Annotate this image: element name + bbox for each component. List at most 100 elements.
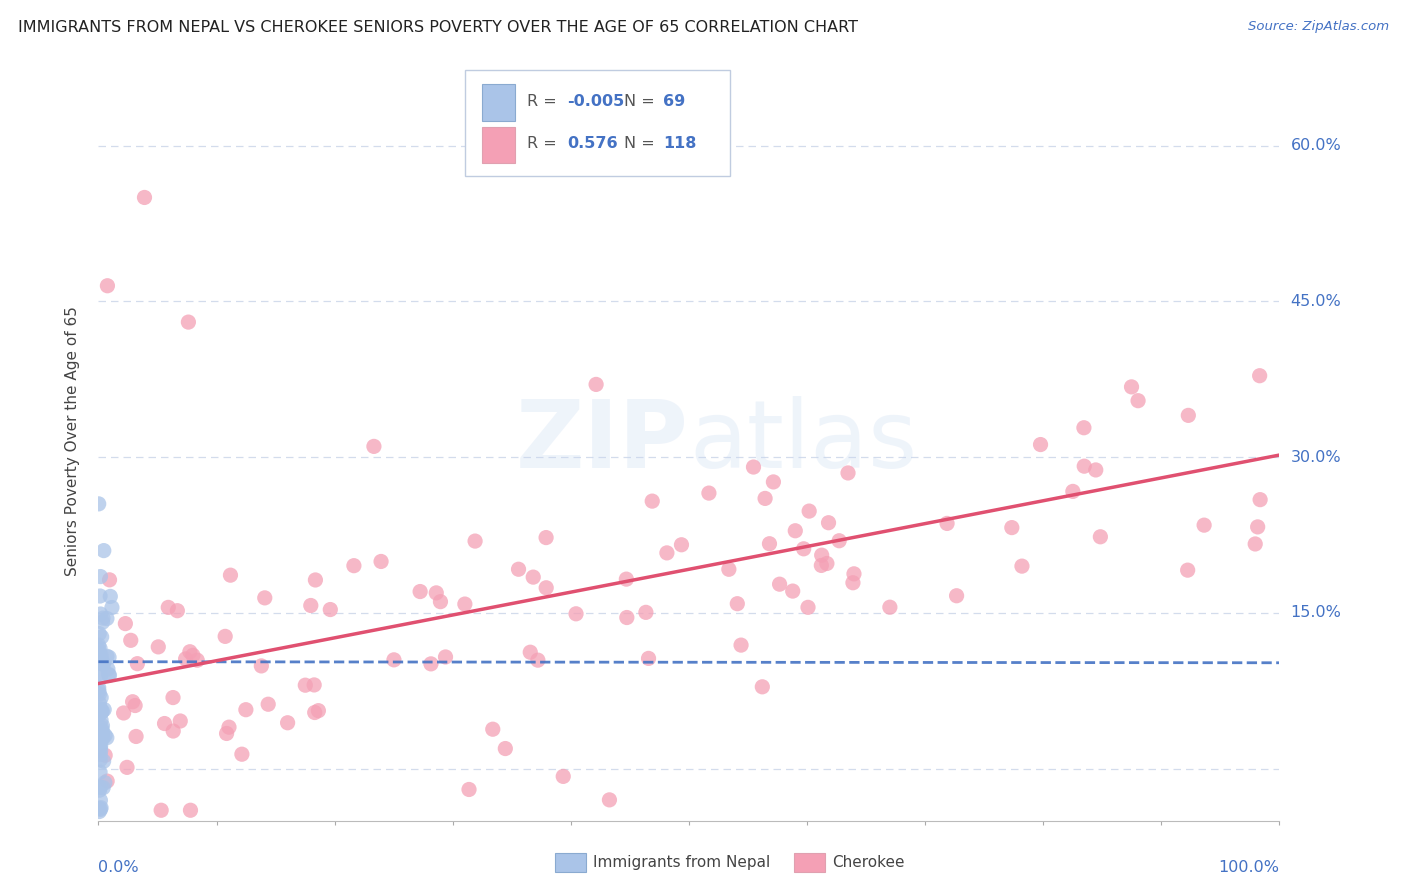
Point — [1029, 437, 1052, 451]
Point — [343, 558, 366, 573]
Point — [1177, 409, 1199, 423]
Text: Immigrants from Nepal: Immigrants from Nepal — [593, 855, 770, 870]
Point — [91, 656, 114, 670]
Point — [90, 732, 112, 747]
Point — [94, 775, 117, 789]
Text: atlas: atlas — [689, 395, 917, 488]
Point — [94, 728, 117, 742]
Text: 0.0%: 0.0% — [98, 860, 139, 874]
Point — [101, 600, 124, 615]
Point — [186, 653, 208, 667]
Point — [177, 315, 200, 329]
Point — [454, 597, 477, 611]
Point — [91, 731, 114, 746]
Point — [534, 581, 557, 595]
Point — [307, 704, 329, 718]
Point — [89, 740, 111, 755]
Bar — [482, 85, 516, 120]
Point — [614, 572, 637, 586]
Point — [842, 566, 865, 581]
Point — [250, 659, 273, 673]
Point — [319, 602, 342, 616]
Text: Cherokee: Cherokee — [832, 855, 905, 870]
Point — [420, 657, 443, 671]
Point — [96, 278, 118, 293]
Point — [90, 721, 112, 735]
Point — [169, 714, 191, 728]
Point — [214, 629, 236, 643]
Point — [91, 780, 114, 795]
Point — [553, 769, 575, 783]
Point — [89, 783, 111, 797]
Point — [89, 747, 111, 762]
Point — [120, 633, 142, 648]
Point — [89, 707, 111, 722]
Text: -0.005: -0.005 — [567, 94, 624, 109]
Point — [97, 667, 120, 681]
Point — [1247, 520, 1270, 534]
Point — [94, 748, 117, 763]
Point — [302, 678, 325, 692]
Point — [370, 554, 392, 568]
Point — [519, 645, 541, 659]
Point — [98, 650, 121, 665]
Point — [758, 537, 780, 551]
Point — [90, 739, 112, 753]
Point — [494, 741, 516, 756]
Text: 100.0%: 100.0% — [1219, 860, 1279, 874]
Point — [89, 725, 111, 739]
Point — [87, 497, 110, 511]
Point — [725, 597, 748, 611]
Point — [181, 648, 204, 663]
Point — [96, 611, 118, 625]
Text: 60.0%: 60.0% — [1291, 138, 1341, 153]
Point — [294, 678, 316, 692]
Y-axis label: Seniors Poverty Over the Age of 65: Seniors Poverty Over the Age of 65 — [65, 307, 80, 576]
Point — [1177, 563, 1199, 577]
Point — [90, 669, 112, 683]
Point — [153, 716, 176, 731]
Point — [730, 638, 752, 652]
Point — [91, 719, 114, 733]
Point — [87, 681, 110, 695]
Text: N =: N = — [624, 136, 659, 151]
Point — [277, 715, 299, 730]
Point — [91, 728, 114, 742]
Point — [89, 696, 111, 710]
Text: 0.576: 0.576 — [567, 136, 617, 151]
Point — [1073, 421, 1095, 435]
Point — [671, 538, 693, 552]
Point — [810, 558, 832, 573]
Point — [166, 604, 188, 618]
Point — [93, 543, 115, 558]
Point — [1244, 537, 1267, 551]
Point — [157, 600, 180, 615]
Point — [363, 439, 385, 453]
Point — [522, 570, 544, 584]
Point — [96, 731, 118, 745]
Point — [257, 697, 280, 711]
Point — [434, 650, 457, 665]
Text: IMMIGRANTS FROM NEPAL VS CHEROKEE SENIORS POVERTY OVER THE AGE OF 65 CORRELATION: IMMIGRANTS FROM NEPAL VS CHEROKEE SENIOR… — [18, 20, 858, 35]
Point — [945, 589, 967, 603]
Point — [87, 742, 110, 756]
Point — [253, 591, 276, 605]
Point — [89, 641, 111, 656]
Point — [304, 706, 326, 720]
Point — [115, 760, 138, 774]
Point — [90, 743, 112, 757]
Point — [815, 557, 838, 571]
FancyBboxPatch shape — [464, 70, 730, 177]
Point — [87, 684, 110, 698]
Point — [782, 584, 804, 599]
Point — [785, 524, 807, 538]
Point — [810, 548, 832, 562]
Point — [91, 657, 114, 672]
Point — [879, 600, 901, 615]
Point — [793, 541, 815, 556]
Point — [179, 645, 201, 659]
Point — [481, 722, 503, 736]
Point — [585, 377, 607, 392]
Bar — [482, 127, 516, 163]
Text: 45.0%: 45.0% — [1291, 293, 1341, 309]
